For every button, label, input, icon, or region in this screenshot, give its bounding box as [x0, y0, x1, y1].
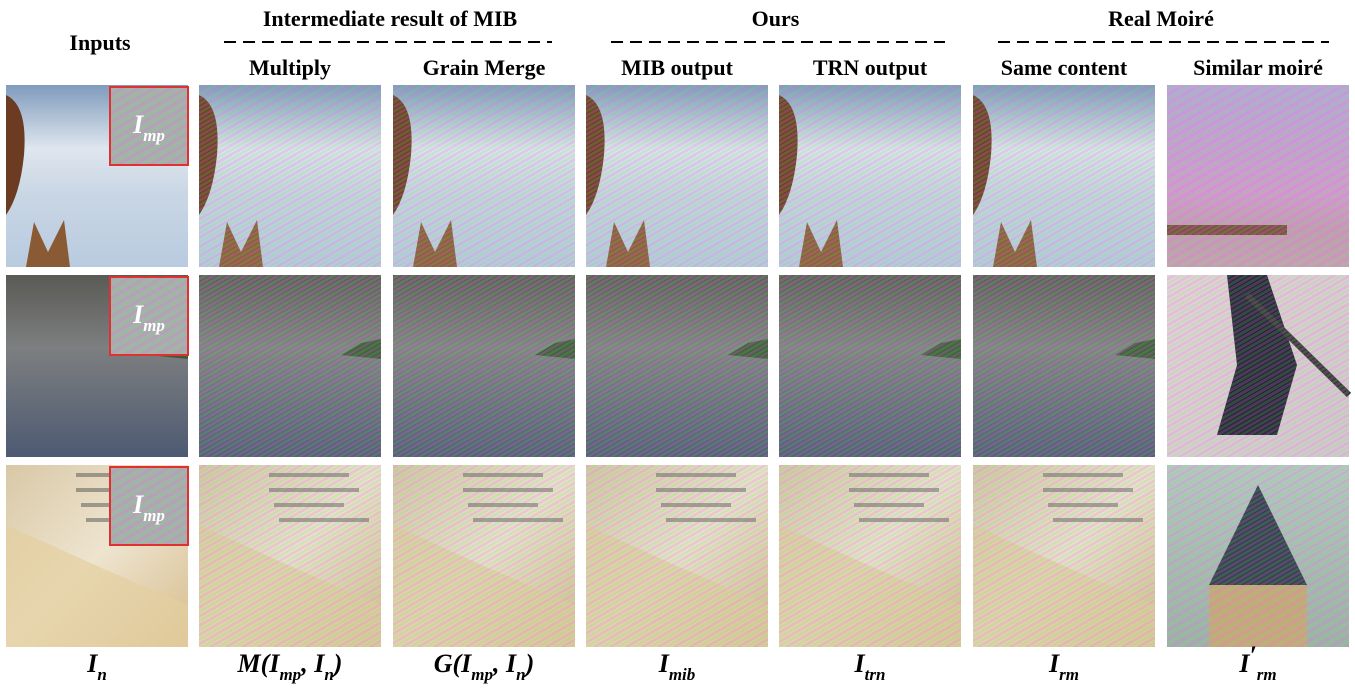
image-tile — [973, 465, 1155, 647]
image-tile — [199, 465, 381, 647]
image-tile — [393, 275, 575, 457]
math-label: G(Imp​, In​) — [434, 649, 535, 684]
image-tile — [586, 275, 768, 457]
math-label: In​ — [86, 649, 107, 684]
moire-overlay — [586, 275, 768, 457]
image-tile — [1167, 465, 1349, 647]
column-title: Similar moiré — [1193, 55, 1323, 80]
image-tile — [779, 85, 961, 267]
moire-overlay — [586, 465, 768, 647]
group-title: Intermediate result of MIB — [263, 6, 518, 31]
image-tile — [6, 465, 188, 647]
math-text: ) — [332, 649, 343, 678]
moire-overlay — [199, 275, 381, 457]
math-label: I′rm​ — [1238, 641, 1276, 684]
math-sub: mp — [143, 506, 165, 525]
image-tile — [393, 465, 575, 647]
image-tile — [199, 85, 381, 267]
moire-overlay — [779, 275, 961, 457]
math-sub: mp — [279, 665, 301, 684]
column-title: Same content — [1001, 55, 1128, 80]
moire-overlay — [199, 85, 381, 267]
moire-overlay — [199, 465, 381, 647]
math-label: Itrn​ — [854, 649, 886, 684]
moire-overlay — [393, 275, 575, 457]
moire-overlay — [1167, 275, 1349, 457]
moire-overlay — [393, 85, 575, 267]
column-title: MIB output — [621, 55, 734, 80]
moire-overlay — [1167, 85, 1349, 267]
moire-overlay — [973, 85, 1155, 267]
math-label: Irm​ — [1048, 649, 1079, 684]
moire-overlay — [779, 85, 961, 267]
moire-overlay — [973, 465, 1155, 647]
math-sub: mp — [143, 316, 165, 335]
column-title: Grain Merge — [423, 55, 546, 80]
image-tile — [1167, 85, 1349, 267]
math-sub: mib — [669, 665, 695, 684]
figure: Inputs Intermediate result of MIB Multiply… — [0, 0, 1355, 688]
image-tile — [973, 85, 1155, 267]
moire-overlay — [586, 85, 768, 267]
inputs-header: Inputs — [69, 30, 131, 55]
math-text: G(I — [434, 649, 472, 678]
moire-overlay — [1167, 465, 1349, 647]
group-title: Ours — [752, 6, 800, 31]
math-label: Imib​ — [658, 649, 696, 684]
math-sub: n — [97, 665, 106, 684]
image-tile — [586, 465, 768, 647]
image-tile — [1167, 275, 1349, 457]
moire-overlay — [973, 275, 1155, 457]
math-prime: ′ — [1249, 641, 1256, 670]
column-title: Multiply — [249, 55, 331, 80]
math-sub: rm — [1059, 665, 1079, 684]
image-tile — [393, 85, 575, 267]
math-text: M(I — [237, 649, 281, 678]
image-tile — [779, 465, 961, 647]
moire-overlay — [393, 465, 575, 647]
column-title: TRN output — [813, 55, 928, 80]
math-text: ) — [524, 649, 535, 678]
image-tile — [973, 275, 1155, 457]
math-sub: rm — [1257, 665, 1277, 684]
image-tile — [199, 275, 381, 457]
moire-overlay — [779, 465, 961, 647]
math-sub: n — [516, 665, 525, 684]
math-text: , I — [492, 649, 517, 678]
image-tile — [779, 275, 961, 457]
math-sub: mp — [471, 665, 493, 684]
math-sub: n — [324, 665, 333, 684]
math-label: M(Imp​, In​) — [237, 649, 343, 684]
image-tile — [6, 275, 188, 457]
image-tile — [586, 85, 768, 267]
image-tile — [6, 85, 188, 267]
group-title: Real Moiré — [1108, 6, 1214, 31]
math-sub: trn — [865, 665, 886, 684]
math-text: , I — [300, 649, 325, 678]
math-sub: mp — [143, 126, 165, 145]
